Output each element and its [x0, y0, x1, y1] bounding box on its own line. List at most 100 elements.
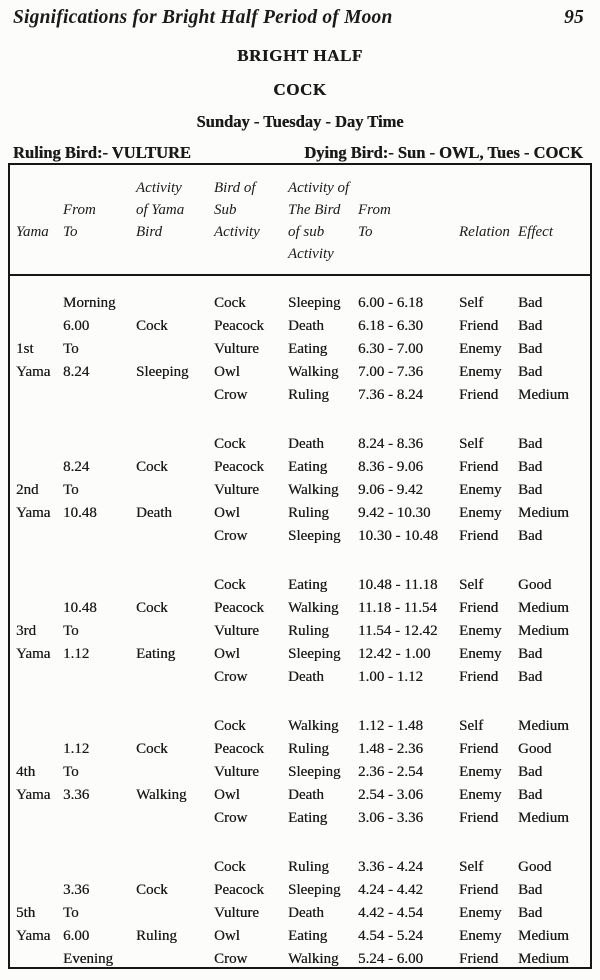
table-cell: Bad — [518, 669, 543, 685]
table-cell: 4.42 - 4.54 — [358, 905, 423, 921]
table-cell: Cock — [136, 600, 168, 616]
table-cell: Bad — [518, 646, 543, 662]
header-cell — [518, 199, 590, 221]
table-cell: 12.42 - 1.00 — [358, 646, 431, 662]
table-header: Activity Bird of Activity of From of Yama Sub… — [10, 165, 590, 276]
table-cell: Sleeping — [288, 764, 341, 780]
table-cell: To — [63, 764, 79, 780]
table-cell: To — [63, 482, 79, 498]
table-cell: Crow — [214, 528, 248, 544]
table-row: Crow Death 1.00 - 1.12 Friend Bad — [10, 666, 590, 689]
table-cell: 4.24 - 4.42 — [358, 882, 423, 898]
table-cell: Medium — [518, 600, 569, 616]
table-cell: Eating — [136, 646, 176, 662]
table-cell: Friend — [459, 810, 499, 826]
table-cell: Owl — [214, 787, 240, 803]
table-cell — [136, 948, 214, 971]
table-cell: 7.36 - 8.24 — [358, 387, 423, 403]
table-cell: To — [63, 905, 79, 921]
table-cell — [136, 856, 214, 879]
table-cell: Medium — [518, 928, 569, 944]
header-cell: of sub — [288, 224, 325, 240]
ruling-bird-label: Ruling Bird:- VULTURE — [13, 143, 191, 162]
table-cell — [63, 715, 136, 738]
table-cell: Death — [288, 436, 324, 452]
table-cell: 1st — [16, 341, 34, 357]
table-cell: Cock — [136, 882, 168, 898]
table-cell: Walking — [136, 787, 187, 803]
table-cell: Bad — [518, 787, 543, 803]
table-cell: Cock — [214, 436, 246, 452]
table-cell: Crow — [214, 810, 248, 826]
table-cell: Vulture — [214, 905, 259, 921]
table-cell: 11.54 - 12.42 — [358, 623, 438, 639]
table-cell: Owl — [214, 928, 240, 944]
header-cell — [459, 199, 518, 221]
table-cell: 2.54 - 3.06 — [358, 787, 423, 803]
table-body: Morning Cock Sleeping 6.00 - 6.18 Self Bad 6.0… — [10, 276, 590, 973]
table-cell: Cock — [136, 318, 168, 334]
table-cell: 10.30 - 10.48 — [358, 528, 438, 544]
table-cell: Bad — [518, 528, 543, 544]
table-cell: Self — [459, 718, 484, 734]
table-cell: 2.36 - 2.54 — [358, 764, 423, 780]
table-cell: Cock — [136, 741, 168, 757]
table-cell: Crow — [214, 951, 248, 967]
table-cell — [16, 525, 63, 548]
table-row: Evening Crow Walking 5.24 - 6.00 Friend Mediu… — [10, 948, 590, 971]
table-cell: Peacock — [214, 600, 264, 616]
table-cell — [63, 574, 136, 597]
header-cell: Relation — [459, 224, 510, 240]
header-cell — [16, 199, 63, 221]
table-cell: Enemy — [459, 364, 502, 380]
table-cell: 8.24 — [63, 364, 90, 380]
table-cell — [16, 715, 63, 738]
table-cell: Medium — [518, 623, 569, 639]
table-cell — [136, 574, 214, 597]
table-row: 2nd To Vulture Walking 9.06 - 9.42 Enemy Bad — [10, 479, 590, 502]
table-cell: Crow — [214, 669, 248, 685]
table-cell: Sleeping — [288, 882, 341, 898]
table-row: Cock Eating 10.48 - 11.18 Self Good — [10, 574, 590, 597]
header-cell: of Yama — [136, 202, 185, 218]
table-cell: Enemy — [459, 646, 502, 662]
table-cell: Self — [459, 859, 484, 875]
table-cell: Medium — [518, 951, 569, 967]
table-cell: Friend — [459, 387, 499, 403]
table-cell: Bad — [518, 482, 543, 498]
header-cell: Activity — [214, 224, 260, 240]
table-cell: Death — [288, 905, 324, 921]
table-cell — [63, 433, 136, 456]
table-cell: Walking — [288, 600, 339, 616]
table-cell — [136, 292, 214, 315]
header-cell: From — [63, 202, 96, 218]
table-cell: Sleeping — [288, 528, 341, 544]
header-cell — [459, 177, 518, 199]
table-cell: Bad — [518, 295, 543, 311]
table-cell — [16, 597, 63, 620]
table-cell: 10.48 - 11.18 — [358, 577, 438, 593]
header-cell — [214, 243, 288, 265]
table-cell — [16, 433, 63, 456]
table-cell: 9.42 - 10.30 — [358, 505, 431, 521]
table-cell: Ruling — [288, 387, 329, 403]
table-cell: 9.06 - 9.42 — [358, 482, 423, 498]
table-cell: Walking — [288, 718, 339, 734]
table-cell: Morning — [63, 295, 116, 311]
table-cell: To — [63, 341, 79, 357]
header-cell: Activity of — [288, 180, 350, 196]
table-cell: 1.48 - 2.36 — [358, 741, 423, 757]
table-row: Yama 8.24 Sleeping Owl Walking 7.00 - 7.36 Ene… — [10, 361, 590, 384]
table-cell: Walking — [288, 951, 339, 967]
table-cell: 3.36 — [63, 882, 90, 898]
table-cell: Bad — [518, 364, 543, 380]
header-row: From of Yama Sub The Bird From — [10, 199, 590, 221]
table-cell: Peacock — [214, 318, 264, 334]
table-cell: Cock — [136, 459, 168, 475]
table-cell: Enemy — [459, 905, 502, 921]
table-cell: 3.36 - 4.24 — [358, 859, 423, 875]
table-cell: Death — [136, 505, 172, 521]
table-cell: Ruling — [288, 623, 329, 639]
table-cell: 5th — [16, 905, 36, 921]
header-cell — [16, 243, 63, 265]
